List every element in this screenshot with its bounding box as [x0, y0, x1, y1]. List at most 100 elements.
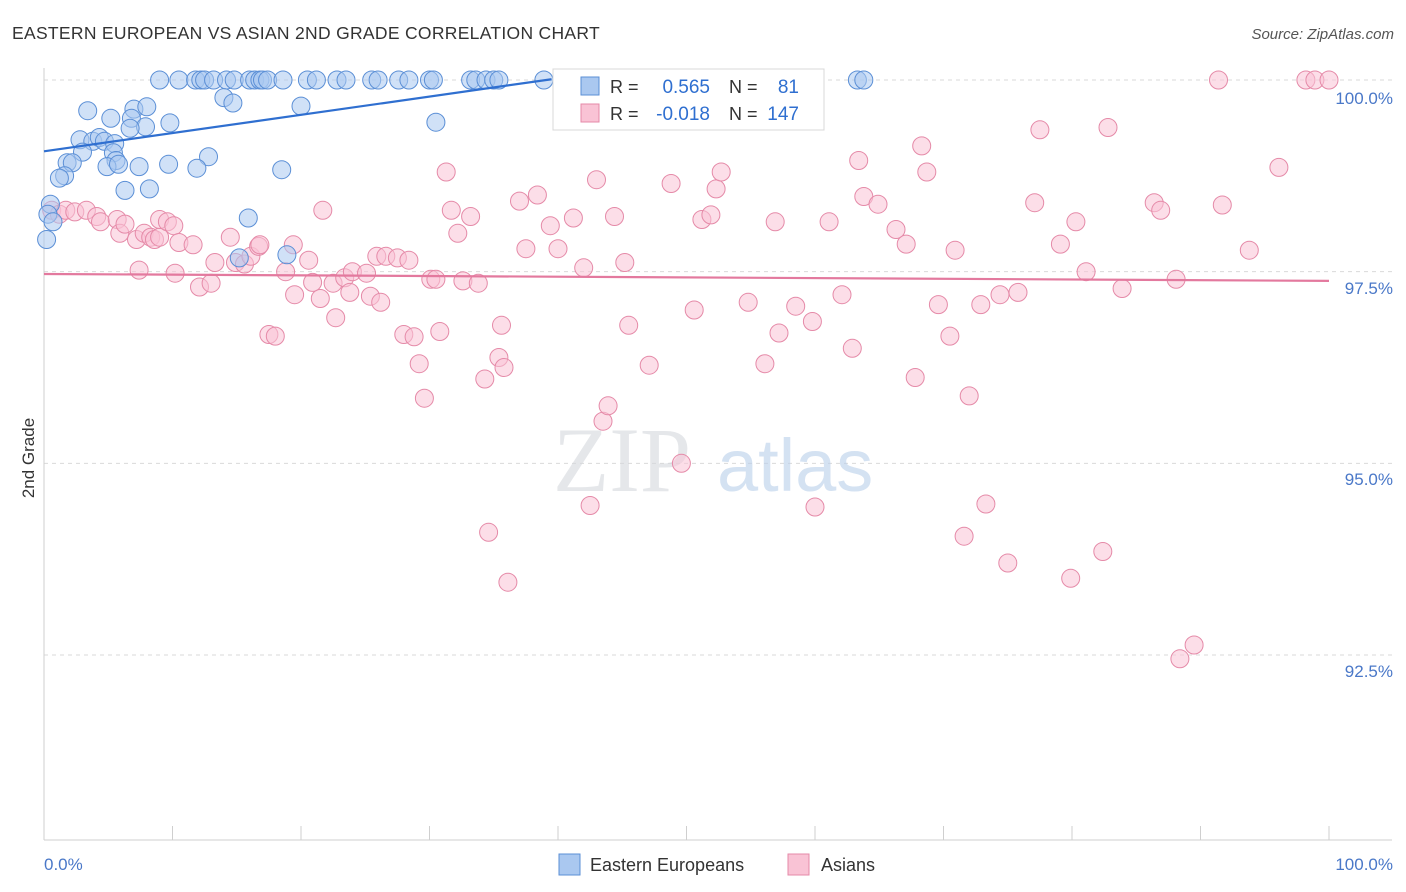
- asians-point-87: [671, 453, 691, 473]
- asians-point-138: [1269, 157, 1289, 177]
- eastern-europeans-point-63: [199, 147, 218, 167]
- eastern-europeans-point-28: [489, 70, 509, 90]
- asians-point-100: [819, 212, 839, 232]
- asians-point-116: [971, 295, 991, 315]
- watermark-atlas: atlas: [717, 424, 873, 507]
- asians-point-9: [115, 214, 135, 234]
- asians-point-126: [1076, 262, 1096, 282]
- legend-swatch-eastern-europeans: [558, 853, 581, 876]
- eastern-europeans-point-45: [78, 101, 98, 121]
- eastern-europeans-point-68: [129, 157, 149, 177]
- asians-point-83: [615, 253, 635, 272]
- asians-point-98: [802, 312, 822, 331]
- asians-point-68: [492, 315, 511, 335]
- chart-title: EASTERN EUROPEAN VS ASIAN 2ND GRADE CORR…: [12, 23, 600, 43]
- asians-point-134: [1184, 635, 1204, 655]
- asians-point-76: [563, 208, 583, 228]
- asians-point-64: [468, 273, 488, 293]
- asians-point-127: [1093, 542, 1113, 561]
- asians-point-53: [404, 327, 424, 347]
- y-tick-label-95: 95.0%: [1345, 470, 1393, 489]
- x-tick-label-right: 100.0%: [1335, 855, 1393, 874]
- eastern-europeans-point-76: [43, 212, 63, 232]
- y-tick-label-100: 100.0%: [1335, 89, 1393, 108]
- eastern-europeans-point-43: [291, 96, 311, 116]
- asians-point-18: [164, 216, 184, 236]
- eastern-europeans-point-17: [336, 70, 356, 90]
- asians-point-59: [436, 162, 456, 182]
- asians-point-110: [917, 162, 937, 182]
- stats-r-label-1: R =: [610, 104, 639, 124]
- eastern-europeans-point-73: [139, 179, 159, 199]
- eastern-europeans-point-72: [115, 180, 135, 200]
- eastern-europeans-point-65: [187, 158, 207, 178]
- asians-point-101: [832, 285, 852, 305]
- asians-point-45: [357, 263, 376, 283]
- asians-point-61: [448, 223, 468, 243]
- stats-legend-swatch-asians: [580, 103, 600, 123]
- asians-point-133: [1170, 649, 1190, 669]
- asians-point-41: [326, 308, 346, 328]
- eastern-europeans-point-0: [150, 70, 170, 90]
- asians-point-21: [183, 235, 203, 255]
- asians-point-74: [540, 216, 560, 236]
- eastern-europeans-point-46: [101, 108, 121, 128]
- eastern-europeans-point-15: [306, 70, 326, 90]
- asians-point-105: [868, 194, 888, 214]
- stats-legend-swatch-eastern-europeans: [580, 76, 600, 96]
- asians-point-33: [276, 262, 296, 282]
- asians-point-115: [959, 386, 979, 406]
- asians-point-57: [426, 269, 446, 289]
- eastern-europeans-point-71: [49, 168, 69, 188]
- asians-point-36: [299, 250, 319, 270]
- asians-point-39: [313, 200, 333, 220]
- stats-r-label-0: R =: [610, 77, 639, 97]
- eastern-europeans-point-66: [272, 160, 292, 180]
- asians-point-92: [711, 162, 731, 182]
- asians-point-90: [701, 205, 721, 225]
- asians-point-65: [475, 369, 495, 389]
- asians-point-35: [285, 285, 305, 305]
- asians-point-99: [805, 497, 825, 517]
- eastern-europeans-point-40: [854, 70, 874, 90]
- asians-point-60: [441, 200, 461, 220]
- asians-point-43: [340, 282, 360, 302]
- asians-point-66: [479, 522, 499, 542]
- legend-label-asians: Asians: [821, 855, 875, 875]
- asians-point-97: [786, 296, 806, 316]
- x-axis-ticks: [43, 826, 1330, 840]
- asians-point-86: [661, 174, 681, 193]
- asians-point-102: [842, 338, 862, 358]
- asians-point-120: [1008, 282, 1028, 302]
- eastern-europeans-point-13: [273, 70, 293, 90]
- asians-point-96: [769, 323, 789, 343]
- asians-point-30: [250, 235, 270, 255]
- asians-point-19: [165, 263, 185, 283]
- legend-label-eastern-europeans: Eastern Europeans: [590, 855, 744, 875]
- trend-line-eastern-europeans: [43, 78, 552, 153]
- asians-point-55: [414, 388, 434, 408]
- asians-point-78: [580, 496, 600, 515]
- eastern-europeans-point-21: [399, 70, 419, 90]
- eastern-europeans-point-1: [169, 70, 189, 90]
- asians-point-111: [928, 295, 948, 315]
- asians-point-72: [516, 239, 536, 259]
- asians-point-37: [303, 272, 323, 292]
- asians-point-82: [605, 207, 624, 226]
- asians-point-38: [310, 289, 330, 308]
- asians-point-106: [886, 220, 906, 239]
- asians-point-109: [912, 136, 932, 156]
- y-tick-label-97-5: 97.5%: [1345, 279, 1393, 298]
- asians-point-118: [990, 285, 1010, 305]
- eastern-europeans-point-19: [368, 70, 388, 90]
- asians-point-6: [91, 212, 110, 232]
- stats-n-value-1: 147: [767, 104, 799, 125]
- stats-r-value-1: -0.018: [656, 104, 710, 125]
- eastern-europeans-point-79: [229, 248, 249, 268]
- y-tick-label-92-5: 92.5%: [1345, 662, 1393, 681]
- eastern-europeans-point-64: [159, 154, 179, 174]
- asians-point-75: [548, 239, 568, 259]
- asians-point-81: [598, 396, 618, 416]
